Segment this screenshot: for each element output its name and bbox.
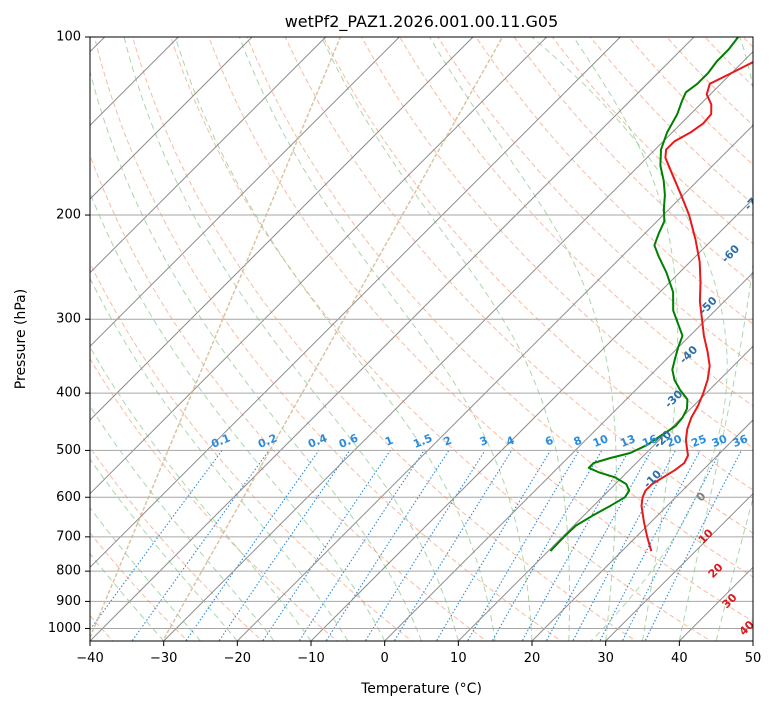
dry-adiabat-label: -70 (742, 190, 765, 213)
moist-adiabat-line (90, 506, 201, 641)
freezing-curve (531, 37, 728, 641)
moist-adiabat-line (715, 496, 753, 641)
dry-adiabat-line (361, 37, 753, 449)
moist-adiabat-line (429, 37, 617, 641)
y-tick-label: 600 (56, 490, 81, 505)
x-tick-label: 10 (450, 651, 467, 666)
mixing-ratio-label: 16 (640, 432, 659, 450)
isotherm-line (90, 37, 695, 641)
y-axis-label: Pressure (hPa) (13, 289, 29, 389)
plot-area: -100-90-80-70-60-50-40-30-20-10010203040… (90, 37, 765, 641)
dry-adiabat-line (322, 37, 753, 491)
dry-adiabat-line (437, 37, 753, 366)
dry-adiabat-line (170, 37, 712, 641)
mixing-ratio-line (621, 450, 722, 641)
x-tick-label: 50 (745, 651, 762, 666)
moist-adiabat-line (90, 191, 386, 641)
x-axis-label: Temperature (°C) (360, 681, 482, 697)
mixing-ratio-label: 1 (383, 434, 395, 449)
chart-title: wetPf2_PAZ1.2026.001.00.11.G05 (285, 12, 559, 32)
dry-adiabat-line (90, 154, 488, 641)
moist-adiabat-line (321, 37, 571, 641)
mixing-ratio-line (466, 450, 580, 641)
mixing-ratio-label: 36 (731, 432, 750, 450)
mixing-ratio-label: 13 (618, 432, 637, 450)
x-tick-label: −20 (224, 651, 251, 666)
isotherm-line (531, 419, 753, 641)
y-tick-label: 200 (56, 208, 81, 223)
mixing-ratio-line (185, 450, 320, 641)
mixing-ratio-line (572, 450, 676, 641)
y-axis-ticks: 100 200 300 400 500 600 700 800 900 1000 (48, 30, 90, 636)
moist-adiabat-line (238, 37, 533, 641)
plot-frame (89, 36, 754, 642)
y-tick-label: 300 (56, 312, 81, 327)
moist-adiabat-line (90, 69, 422, 641)
mixing-ratio-label: 10 (591, 432, 610, 450)
moist-adiabat-line (174, 37, 496, 641)
y-tick-label: 500 (56, 443, 81, 458)
dry-adiabat-line (246, 37, 753, 578)
mixing-ratio-line (262, 450, 391, 641)
mixing-ratio-line (218, 450, 351, 641)
moist-adiabats (90, 37, 753, 641)
mixing-ratio-line (491, 450, 603, 641)
moist-adiabat-line (90, 458, 238, 641)
isotherm-line (163, 50, 753, 641)
x-tick-label: −10 (297, 651, 324, 666)
x-tick-label: 0 (381, 651, 389, 666)
mixing-ratio-label: 25 (689, 432, 708, 450)
isotherm-line (310, 198, 753, 641)
y-tick-label: 800 (56, 564, 81, 579)
mixing-ratio-label: 3 (478, 434, 490, 449)
isotherm-line (90, 37, 327, 274)
y-tick-label: 400 (56, 386, 81, 401)
wet-bulb-curve (90, 37, 342, 640)
moist-adiabat-line (90, 552, 165, 641)
x-tick-label: −40 (76, 651, 103, 666)
wet-bulb-curve (161, 37, 504, 641)
moist-adiabat-line (90, 405, 275, 641)
mixing-ratio-line (325, 450, 450, 641)
mixing-ratio-label: 20 (665, 432, 684, 450)
profiles (549, 37, 753, 552)
isotherm-line (384, 271, 753, 641)
y-tick-label: 1000 (48, 621, 81, 636)
isotherm-line (90, 37, 474, 421)
x-tick-label: 20 (524, 651, 541, 666)
isotherm-line (605, 492, 753, 641)
dewpoint-profile-line (549, 37, 739, 552)
x-tick-label: −30 (150, 651, 177, 666)
x-tick-label: 30 (597, 651, 614, 666)
mixing-ratio-line (599, 450, 701, 641)
mixing-ratio-line (435, 450, 552, 641)
moist-adiabat-line (678, 37, 753, 641)
mixing-ratio-label: 30 (710, 432, 729, 450)
isotherm-line (90, 37, 253, 200)
moist-adiabat-line (123, 37, 459, 641)
x-tick-label: 40 (671, 651, 688, 666)
isotherm-line (236, 124, 753, 641)
mixing-ratio-label: 8 (572, 434, 584, 449)
moist-adiabat-line (573, 37, 679, 641)
mixing-ratio-line (298, 450, 425, 641)
y-tick-label: 700 (56, 529, 81, 544)
x-axis-ticks: −40 −30 −20 −10 0 10 20 30 40 50 (76, 641, 761, 666)
wet-bulb-curves (90, 37, 728, 641)
line-labels: -100-90-80-70-60-50-40-30-20-10010203040… (209, 190, 765, 638)
y-tick-label: 100 (56, 30, 81, 45)
isotherm-line (90, 37, 621, 569)
mixing-ratio-label: 2 (442, 434, 454, 449)
moist-adiabat-line (90, 277, 349, 641)
mixing-ratio-line (393, 450, 513, 641)
isotherm-line (457, 345, 753, 641)
isotherm-line (90, 37, 548, 495)
y-tick-label: 900 (56, 594, 81, 609)
temperature-profile-line (640, 60, 753, 552)
